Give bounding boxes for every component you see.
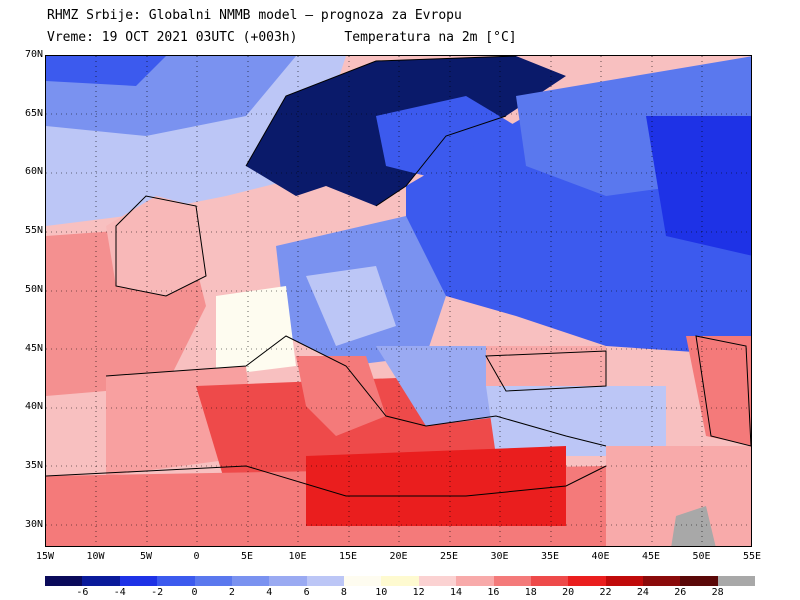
longitude-label: 35E bbox=[540, 551, 560, 562]
color-scale-tick: 2 bbox=[228, 587, 235, 598]
temperature-map bbox=[45, 55, 752, 547]
color-scale-segment bbox=[119, 576, 158, 586]
latitude-label: 35N bbox=[24, 459, 43, 471]
color-scale-tick: 24 bbox=[636, 587, 649, 598]
color-scale-tick: 14 bbox=[450, 587, 463, 598]
italy-warm bbox=[296, 356, 386, 436]
longitude-label: 10W bbox=[86, 551, 105, 562]
color-scale-segment bbox=[344, 576, 382, 586]
france-neutral bbox=[216, 286, 296, 376]
map-title: RHMZ Srbije: Globalni NMMB model — progn… bbox=[47, 8, 462, 23]
longitude-label: 0 bbox=[193, 551, 200, 562]
color-scale-segment bbox=[231, 576, 270, 586]
latitude-label: 70N bbox=[24, 49, 43, 60]
middle-east bbox=[606, 446, 751, 546]
color-scale-tick: 4 bbox=[266, 587, 273, 598]
longitude-label: 10E bbox=[288, 551, 307, 562]
color-scale-segment bbox=[306, 576, 344, 586]
caspian-sea bbox=[686, 336, 751, 446]
color-scale-tick: 26 bbox=[674, 587, 687, 598]
color-scale-tick: 16 bbox=[487, 587, 500, 598]
latitude-label: 55N bbox=[24, 225, 43, 237]
color-scale-tick: 10 bbox=[375, 587, 388, 598]
color-scale-tick: 28 bbox=[711, 587, 724, 598]
color-scale-segment bbox=[680, 576, 718, 586]
balkans-cool bbox=[376, 346, 506, 426]
color-scale-tick: -6 bbox=[76, 587, 89, 598]
color-scale-segment bbox=[456, 576, 494, 586]
color-scale-tick: 12 bbox=[412, 587, 425, 598]
color-scale-segment bbox=[568, 576, 606, 586]
color-scale-segment bbox=[381, 576, 419, 586]
temperature-field bbox=[46, 56, 751, 546]
latitude-label: 45N bbox=[24, 342, 43, 354]
longitude-label: 5E bbox=[240, 551, 254, 562]
color-scale-tick: 6 bbox=[303, 587, 310, 598]
libya-egypt-hot bbox=[306, 446, 566, 526]
map-subtitle: Vreme: 19 OCT 2021 03UTC (+003h) Tempera… bbox=[47, 30, 517, 45]
color-scale-tick: -2 bbox=[151, 587, 164, 598]
latitude-label: 65N bbox=[24, 107, 43, 119]
longitude-label: 45E bbox=[641, 551, 661, 562]
color-scale-tick: 0 bbox=[191, 587, 198, 598]
longitude-label: 40E bbox=[591, 551, 610, 562]
longitude-label: 5W bbox=[139, 551, 153, 562]
color-scale-segment bbox=[605, 576, 643, 586]
longitude-label: 30E bbox=[490, 551, 509, 562]
longitude-label: 20E bbox=[389, 551, 408, 562]
latitude-label: 30N bbox=[24, 518, 43, 530]
color-scale-segment bbox=[717, 576, 756, 586]
coastlines bbox=[46, 56, 751, 497]
lat-lon-grid bbox=[46, 56, 751, 546]
latitude-label: 50N bbox=[24, 283, 43, 295]
color-scale-segment bbox=[269, 576, 307, 586]
color-scale-tick: 22 bbox=[599, 587, 612, 598]
color-scale-segment bbox=[45, 576, 83, 586]
variable-name: Temperatura na 2m [°C] bbox=[344, 30, 517, 45]
color-scale-tick: 18 bbox=[524, 587, 537, 598]
british-isles bbox=[106, 196, 206, 296]
longitude-label: 25E bbox=[439, 551, 459, 562]
color-scale-segment bbox=[194, 576, 232, 586]
color-scale-segment bbox=[493, 576, 531, 586]
black-sea bbox=[486, 346, 606, 386]
longitude-label: 55E bbox=[742, 551, 762, 562]
turkey-mild bbox=[486, 386, 666, 456]
urals-cold bbox=[646, 116, 751, 256]
color-scale-segment bbox=[643, 576, 681, 586]
color-scale-segment bbox=[157, 576, 195, 586]
forecast-time: Vreme: 19 OCT 2021 03UTC (+003h) bbox=[47, 30, 298, 45]
longitude-label: 15W bbox=[35, 551, 55, 562]
far-north-cold bbox=[46, 56, 166, 86]
latitude-label: 60N bbox=[24, 166, 43, 178]
latitude-label: 40N bbox=[24, 401, 43, 413]
color-scale-bar bbox=[45, 576, 756, 586]
color-scale-segment bbox=[530, 576, 569, 586]
color-scale-tick: 20 bbox=[562, 587, 575, 598]
color-scale-segment bbox=[82, 576, 120, 586]
color-scale-tick: -4 bbox=[113, 587, 126, 598]
longitude-label: 50E bbox=[692, 551, 711, 562]
persian-gulf-hot bbox=[671, 506, 716, 546]
color-scale-segment bbox=[418, 576, 457, 586]
germany-mild bbox=[306, 266, 396, 346]
longitude-label: 15E bbox=[338, 551, 358, 562]
color-scale-tick: 8 bbox=[340, 587, 347, 598]
